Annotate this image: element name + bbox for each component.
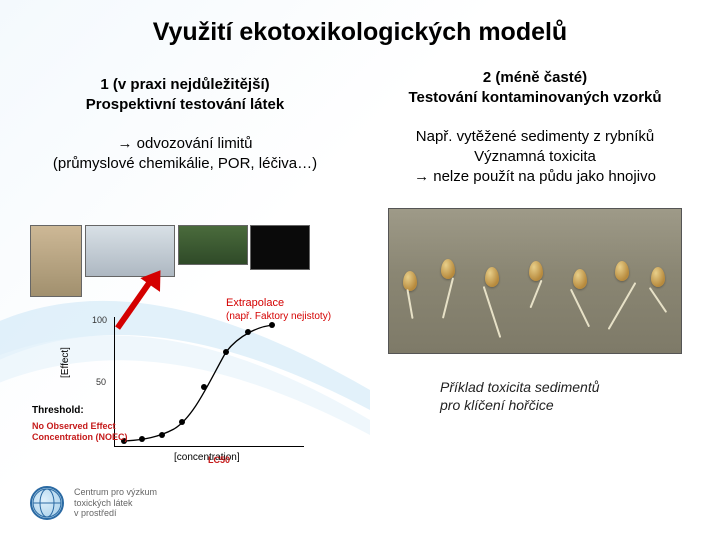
slide: Využití ekotoxikologických modelů 1 (v p… [0,0,720,540]
sprout-icon [608,282,637,330]
seed-icon [615,261,629,281]
seed-icon [485,267,499,287]
organism-thumbnail-4 [250,225,310,270]
sediment-photo [388,208,682,354]
y-axis-label: [Effect] [60,347,71,378]
globe-icon [30,486,64,520]
right-body-line2: Významná toxicita [370,147,700,167]
sprout-icon [483,286,502,338]
data-point [245,329,251,335]
left-body-line1: → odvozování limitů [20,134,350,154]
data-point [201,384,207,390]
left-heading-line2: Prospektivní testování látek [20,95,350,115]
organism-thumbnail-2 [85,225,175,277]
ytick-50: 50 [96,377,106,387]
threshold-label: Threshold: [32,405,84,416]
sprout-icon [529,280,542,309]
footer-line1: Centrum pro výzkum [74,487,157,498]
right-heading-line1: 2 (méně časté) [370,68,700,88]
sprout-icon [406,289,413,319]
seed-icon [441,259,455,279]
right-heading-line2: Testování kontaminovaných vzorků [370,88,700,108]
sprout-icon [442,277,454,318]
noec-label: No Observed Effect Concentration (NOEC) [32,421,128,443]
noec-line2: Concentration (NOEC) [32,432,128,443]
right-heading: 2 (méně časté) Testování kontaminovaných… [370,68,700,109]
data-point [139,436,145,442]
seed-icon [529,261,543,281]
right-body-line1: Např. vytěžené sedimenty z rybníků [370,127,700,147]
data-point [269,322,275,328]
seed-icon [403,271,417,291]
left-body: → odvozování limitů (průmyslové chemikál… [20,134,350,175]
right-body-line3: → nelze použít na půdu jako hnojivo [370,167,700,187]
slide-title: Využití ekotoxikologických modelů [0,18,720,47]
organism-thumbnail-1 [30,225,82,297]
left-column: 1 (v praxi nejdůležitější) Prospektivní … [20,75,350,174]
footer-line2: toxických látek [74,498,157,509]
extrapolation-label: Extrapolace [226,297,284,309]
footer-line3: v prostředí [74,508,157,519]
lc50-label: LC50 [208,455,230,465]
seed-icon [651,267,665,287]
footer-text: Centrum pro výzkum toxických látek v pro… [74,487,157,519]
data-point [179,419,185,425]
left-body-line2: (průmyslové chemikálie, POR, léčiva…) [20,154,350,174]
curve-path [124,325,274,441]
seed-icon [573,269,587,289]
sprout-icon [649,287,667,313]
right-column: 2 (méně časté) Testování kontaminovaných… [370,68,700,187]
dose-response-curve [114,317,304,447]
chart-axes: 100 50 [Effect] [concentration] [114,317,304,447]
footer: Centrum pro výzkum toxických látek v pro… [30,486,157,520]
dose-response-figure: Extrapolace (např. Faktory nejistoty) 10… [30,225,360,475]
data-point [223,349,229,355]
ytick-100: 100 [92,315,107,325]
right-body: Např. vytěžené sedimenty z rybníků Význa… [370,127,700,188]
left-heading-line1: 1 (v praxi nejdůležitější) [20,75,350,95]
caption-line1: Příklad toxicita sedimentů [440,378,680,396]
noec-line1: No Observed Effect [32,421,128,432]
data-point [159,432,165,438]
caption-line2: pro klíčení hořčice [440,396,680,414]
photo-caption: Příklad toxicita sedimentů pro klíčení h… [440,378,680,414]
left-heading: 1 (v praxi nejdůležitější) Prospektivní … [20,75,350,116]
sprout-icon [570,289,590,328]
organism-thumbnail-3 [178,225,248,265]
